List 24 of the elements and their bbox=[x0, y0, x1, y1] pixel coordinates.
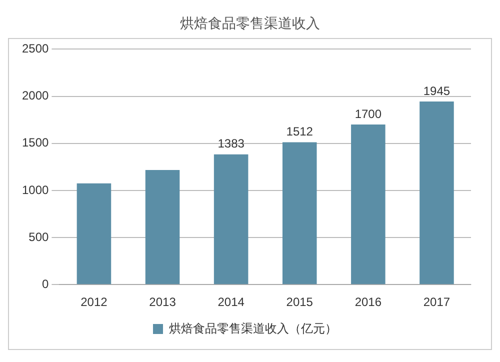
bar bbox=[214, 154, 248, 284]
x-tick-label: 2012 bbox=[80, 295, 108, 310]
legend-label: 烘焙食品零售渠道收入（亿元） bbox=[169, 321, 337, 336]
x-tick-label: 2013 bbox=[149, 295, 176, 310]
chart-title: 烘焙食品零售渠道收入 bbox=[179, 14, 321, 33]
y-tick-label: 1000 bbox=[22, 182, 50, 197]
bar bbox=[145, 170, 180, 284]
y-tick-label: 0 bbox=[42, 276, 50, 291]
x-tick-label: 2016 bbox=[354, 295, 382, 310]
data-label: 1383 bbox=[218, 136, 245, 151]
data-label: 1512 bbox=[286, 124, 314, 139]
y-tick-label: 2000 bbox=[22, 88, 50, 103]
bar bbox=[282, 142, 317, 284]
data-label: 1700 bbox=[354, 106, 382, 121]
x-tick-label: 2015 bbox=[286, 295, 314, 310]
y-tick-label: 500 bbox=[28, 230, 50, 244]
x-tick-label: 2017 bbox=[423, 295, 450, 310]
bar bbox=[76, 183, 112, 284]
bar bbox=[351, 124, 386, 284]
bar bbox=[420, 101, 454, 284]
x-tick-label: 2014 bbox=[218, 295, 245, 310]
y-tick-label: 2500 bbox=[22, 42, 50, 56]
data-label: 1945 bbox=[423, 84, 450, 98]
y-tick-label: 1500 bbox=[22, 136, 50, 150]
